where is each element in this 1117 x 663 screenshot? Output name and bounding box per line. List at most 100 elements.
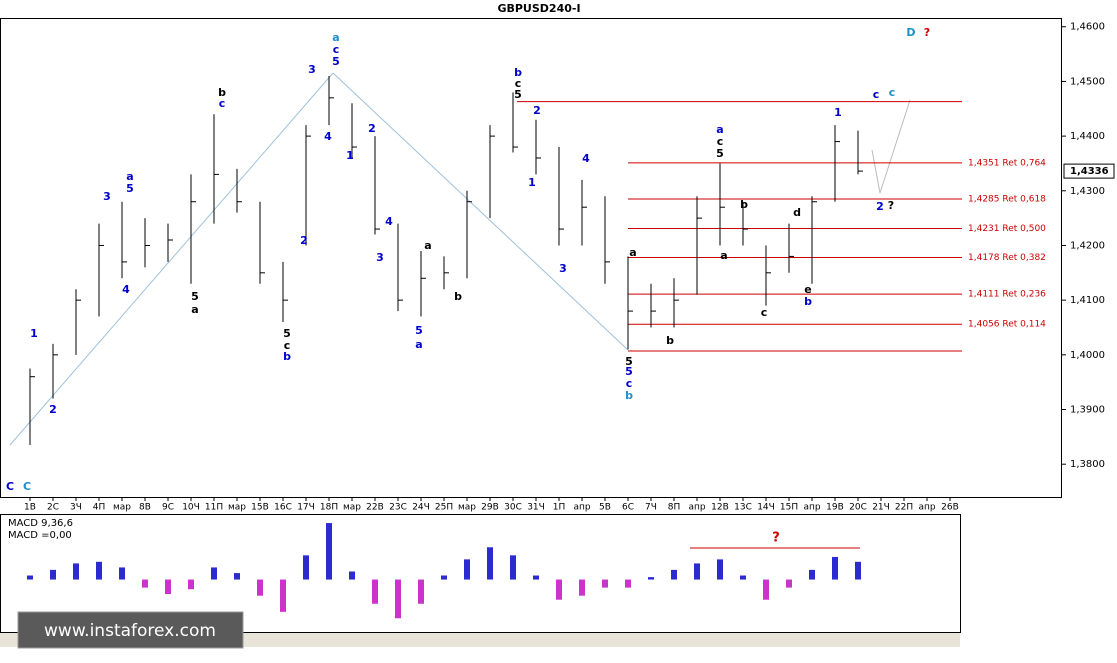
wave-label: b <box>625 389 633 402</box>
macd-bar <box>740 575 746 580</box>
x-tick-label: 13С <box>734 503 752 513</box>
wave-label: c <box>889 86 896 99</box>
macd-bar <box>50 569 56 580</box>
macd-frame <box>0 514 961 633</box>
wave-label: c <box>515 77 522 90</box>
macd-bar <box>211 567 217 580</box>
wave-label: 5 <box>126 182 134 195</box>
wave-label: 2 <box>368 122 376 135</box>
wave-label: c <box>333 43 340 56</box>
x-tick-label: 17Ч <box>297 503 315 513</box>
fib-label: 1,4351 Ret 0,764 <box>968 158 1046 168</box>
wave-label: c <box>219 97 226 110</box>
x-tick-label: 12В <box>711 503 729 513</box>
macd-bar <box>809 569 815 580</box>
wave-label: c <box>873 88 880 101</box>
wave-label: c <box>717 135 724 148</box>
x-tick-label: 10Ч <box>182 503 200 513</box>
y-tick-label: 1,4300 <box>1070 186 1105 197</box>
y-tick-label: 1,4600 <box>1070 22 1105 33</box>
x-tick-label: 8В <box>139 503 151 513</box>
wave-label: b <box>804 295 812 308</box>
wave-label: c <box>284 339 291 352</box>
current-price-box <box>1063 163 1115 179</box>
macd-bar <box>648 577 654 580</box>
y-tick-label: 1,3800 <box>1070 459 1105 470</box>
wave-label: 5 <box>514 88 522 101</box>
chart-title: GBPUSD240-I <box>497 2 580 15</box>
wave-label: a <box>126 170 133 183</box>
macd-bar <box>832 556 838 580</box>
x-tick-label: мар <box>113 503 131 513</box>
macd-bar <box>142 579 148 588</box>
y-tick-label: 1,4400 <box>1070 131 1105 142</box>
macd-bar <box>763 579 769 600</box>
wave-label: C <box>6 480 14 493</box>
x-tick-label: 26В <box>941 503 959 513</box>
wave-label: 3 <box>103 190 111 203</box>
x-tick-label: мар <box>228 503 246 513</box>
current-price-label: 1,4336 <box>1070 166 1109 177</box>
wave-label: 5 <box>716 147 724 160</box>
wave-label: a <box>332 31 339 44</box>
plot-frame <box>0 18 1062 498</box>
wave-label: b <box>740 198 748 211</box>
wave-label: D <box>906 26 915 39</box>
wave-label: b <box>454 290 462 303</box>
x-tick-label: 16С <box>274 503 292 513</box>
wave-label: 4 <box>582 152 590 165</box>
x-tick-label: 14Ч <box>757 503 775 513</box>
x-tick-label: 22П <box>895 503 913 513</box>
macd-bar <box>165 579 171 595</box>
macd-bar <box>556 579 562 600</box>
watermark-box <box>17 611 244 649</box>
y-tick-label: 1,4100 <box>1070 295 1105 306</box>
wave-label: c <box>626 377 633 390</box>
macd-bar <box>349 571 355 580</box>
fib-label: 1,4285 Ret 0,618 <box>968 194 1046 204</box>
wave-label: 5 <box>625 355 633 368</box>
wave-label: c <box>761 306 768 319</box>
macd-bar <box>418 579 424 604</box>
macd-bar <box>188 579 194 590</box>
wave-label: 5 <box>415 324 423 337</box>
wave-label: ? <box>888 199 894 212</box>
macd-bar <box>694 563 700 580</box>
macd-bar <box>579 579 585 596</box>
macd-bar <box>487 547 493 580</box>
macd-value-label: MACD =0,00 <box>8 530 72 541</box>
wave-label: d <box>793 206 801 219</box>
macd-bar <box>717 559 723 580</box>
wave-label: C <box>23 480 31 493</box>
wave-label: a <box>720 249 727 262</box>
wave-label: 1 <box>528 176 536 189</box>
macd-bar <box>234 573 240 580</box>
wave-label: 5 <box>625 365 633 378</box>
x-tick-label: 23С <box>389 503 407 513</box>
x-tick-label: мар <box>458 503 476 513</box>
projection-path <box>871 99 911 194</box>
macd-bar <box>257 579 263 596</box>
macd-bar <box>625 579 631 588</box>
wave-label: ? <box>924 26 930 39</box>
macd-bar <box>602 579 608 588</box>
x-tick-label: 21Ч <box>872 503 890 513</box>
wave-label: a <box>191 303 198 316</box>
x-tick-label: 6С <box>622 503 634 513</box>
macd-bar <box>786 579 792 588</box>
x-tick-label: 19В <box>826 503 844 513</box>
wave-label: 5 <box>283 327 291 340</box>
x-tick-label: 2С <box>47 503 59 513</box>
macd-bar <box>27 575 33 580</box>
wave-label: 1 <box>346 149 354 162</box>
macd-bar <box>303 555 309 580</box>
fib-label: 1,4056 Ret 0,114 <box>968 320 1046 330</box>
fib-label: 1,4111 Ret 0,236 <box>968 290 1046 300</box>
wave-label: 4 <box>324 130 332 143</box>
x-tick-label: 24Ч <box>412 503 430 513</box>
macd-label: MACD 9,36,6 <box>8 518 73 529</box>
wave-label: 5 <box>191 290 199 303</box>
macd-bar <box>510 555 516 580</box>
macd-bar <box>464 559 470 580</box>
